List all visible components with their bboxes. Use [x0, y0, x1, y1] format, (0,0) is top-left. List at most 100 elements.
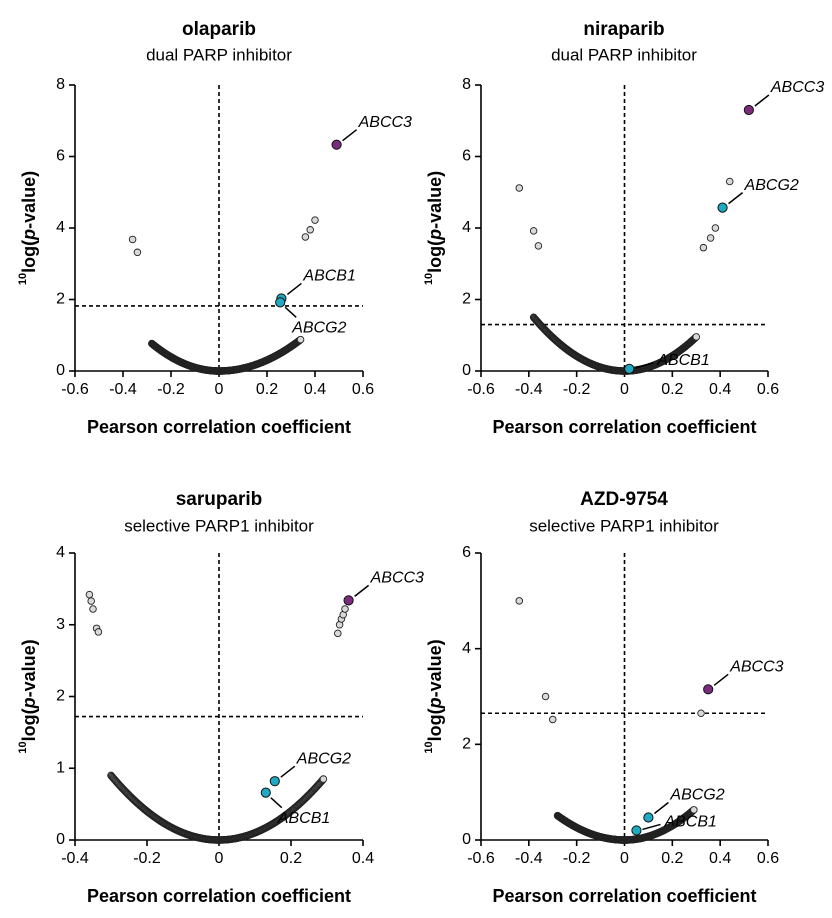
data-point [334, 629, 342, 638]
x-tick-label: 0.4 [352, 850, 374, 867]
y-tick-label: 0 [462, 362, 471, 379]
data-point [85, 590, 94, 599]
x-tick-label: -0.2 [133, 850, 161, 867]
data-point [319, 775, 328, 783]
chart-subtitle: dual PARP inhibitor [146, 45, 292, 64]
y-axis-label-pre: log( [425, 708, 445, 741]
data-point [341, 605, 349, 613]
y-axis-label-sup: 10 [423, 741, 435, 753]
y-axis-label: 10log(p-value) [17, 639, 39, 753]
label-leader-line [284, 306, 297, 318]
gene-label-abcb1: ABCB1 [656, 352, 709, 369]
y-tick-label: 8 [462, 76, 471, 93]
y-tick-label: 4 [462, 640, 471, 657]
x-tick-label: 0.2 [661, 381, 683, 398]
data-point [89, 605, 97, 613]
highlight-point-abcb1 [631, 825, 642, 836]
highlight-point-abcb1 [260, 787, 271, 798]
label-leader-line [653, 801, 669, 815]
y-axis-label: 10log(p-value) [17, 171, 39, 285]
x-tick-label: 0 [620, 381, 629, 398]
label-leader-line [728, 192, 744, 205]
y-tick-label: 0 [56, 831, 65, 848]
x-tick-label: -0.6 [61, 381, 89, 398]
y-tick-label: 2 [462, 291, 471, 308]
y-axis-label-post: -value) [425, 171, 445, 229]
x-tick-label: -0.6 [467, 381, 495, 398]
data-point [94, 628, 103, 636]
x-tick-label: 0.6 [757, 850, 779, 867]
y-tick-label: 3 [56, 616, 65, 633]
data-point [311, 216, 319, 224]
y-axis-label-post: -value) [425, 639, 445, 697]
y-tick-label: 2 [56, 291, 65, 308]
highlight-point-abcg2 [269, 776, 280, 787]
x-tick-label: -0.4 [109, 381, 137, 398]
x-tick-label: -0.4 [515, 381, 543, 398]
highlight-point-abcc3 [703, 684, 714, 695]
x-tick-label: -0.4 [515, 850, 543, 867]
y-axis-label-post: -value) [19, 171, 39, 229]
y-tick-label: 0 [462, 831, 471, 848]
gene-label-abcc3: ABCC3 [770, 79, 824, 96]
x-tick-label: -0.4 [61, 850, 89, 867]
y-axis-label: 10log(p-value) [423, 171, 445, 285]
gene-label-abcg2: ABCG2 [744, 177, 799, 194]
x-tick-label: 0.2 [280, 850, 302, 867]
y-tick-label: 6 [56, 148, 65, 165]
y-axis-label-italic: p [425, 229, 445, 241]
data-point [541, 692, 550, 701]
label-leader-line [354, 584, 370, 597]
y-tick-label: 2 [462, 736, 471, 753]
x-tick-label: -0.2 [157, 381, 185, 398]
gene-label-abcb1: ABCB1 [277, 810, 330, 827]
data-point [534, 242, 543, 250]
y-axis-label-italic: p [19, 697, 39, 709]
data-point [725, 177, 734, 186]
gene-label-abcc3: ABCC3 [370, 570, 424, 587]
y-axis-label-post: -value) [19, 639, 39, 697]
y-axis-label: 10log(p-value) [423, 639, 445, 753]
x-tick-label: -0.2 [563, 850, 591, 867]
data-point [711, 224, 720, 232]
gene-label-abcg2: ABCG2 [296, 750, 351, 767]
highlight-point-abcg2 [275, 297, 286, 308]
chart-subtitle: selective PARP1 inhibitor [124, 516, 314, 535]
gene-label-abcb1: ABCB1 [663, 814, 716, 831]
data-point [706, 234, 715, 242]
gene-label-abcc3: ABCC3 [729, 659, 783, 676]
data-point [133, 248, 142, 257]
y-tick-label: 4 [462, 219, 471, 236]
chart-subtitle: selective PARP1 inhibitor [529, 516, 719, 535]
grey-points [85, 590, 349, 844]
data-point [692, 333, 701, 341]
x-tick-label: 0 [215, 850, 224, 867]
highlight-point-abcc3 [743, 104, 754, 116]
chart-title: saruparib [176, 489, 263, 510]
data-point [301, 233, 310, 241]
gene-label-abcg2: ABCG2 [291, 320, 346, 337]
y-tick-label: 6 [462, 544, 471, 561]
x-tick-label: 0 [620, 850, 629, 867]
x-axis-label: Pearson correlation coefficient [492, 886, 756, 906]
x-tick-label: 0.6 [352, 381, 374, 398]
data-point [515, 597, 524, 605]
highlight-point-abcc3 [331, 139, 342, 150]
y-axis-label-pre: log( [19, 708, 39, 741]
data-point [296, 335, 305, 344]
chart-title: niraparib [583, 19, 664, 40]
x-tick-label: 0.4 [304, 381, 326, 398]
y-tick-label: 4 [56, 219, 65, 236]
chart-panel-3: saruparib selective PARP1 inhibitor -0.4 -0… [17, 489, 424, 906]
data-point [690, 806, 698, 814]
x-axis-label: Pearson correlation coefficient [492, 417, 756, 437]
label-leader-line [342, 129, 358, 142]
y-tick-label: 4 [56, 544, 65, 561]
label-leader-line [286, 282, 302, 296]
data-point [699, 243, 708, 252]
y-axis-label-sup: 10 [17, 273, 29, 285]
label-leader-line [270, 797, 283, 809]
x-axis-label: Pearson correlation coefficient [87, 886, 351, 906]
x-tick-label: 0.2 [256, 381, 278, 398]
